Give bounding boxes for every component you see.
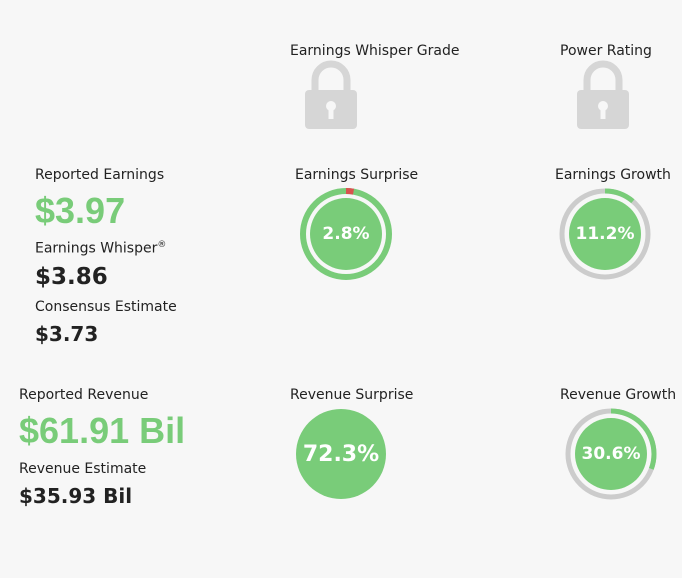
registered-mark: ® bbox=[157, 240, 167, 250]
revenue-growth-label: Revenue Growth bbox=[560, 387, 677, 403]
lock-icon bbox=[577, 60, 629, 129]
revenue-surprise-gauge: 72.3% bbox=[296, 409, 386, 499]
revenue-estimate-value: $35.93 Bil bbox=[19, 484, 133, 508]
earnings-whisper-value: $3.86 bbox=[35, 264, 108, 290]
earnings-surprise-gauge: 2.8% bbox=[299, 187, 393, 281]
reported-earnings-label: Reported Earnings bbox=[35, 167, 165, 183]
earnings-surprise-marker bbox=[300, 188, 392, 280]
power-rating-label: Power Rating bbox=[560, 43, 652, 59]
reported-earnings-value: $3.97 bbox=[35, 190, 126, 231]
consensus-estimate-label: Consensus Estimate bbox=[35, 299, 177, 315]
revenue-estimate-label: Revenue Estimate bbox=[19, 461, 147, 477]
earnings-growth-value: 11.2% bbox=[575, 224, 635, 244]
revenue-growth-fill bbox=[575, 418, 647, 490]
reported-revenue-label: Reported Revenue bbox=[19, 387, 149, 403]
revenue-growth-gauge: 30.6% bbox=[564, 407, 658, 501]
earnings-growth-gauge: 11.2% bbox=[558, 187, 652, 281]
consensus-estimate-value: $3.73 bbox=[35, 322, 99, 346]
earnings-whisper-grade-label: Earnings Whisper Grade bbox=[290, 43, 460, 59]
earnings-growth-fill bbox=[569, 198, 641, 270]
earnings-growth-label: Earnings Growth bbox=[555, 167, 671, 183]
earnings-growth-arc bbox=[559, 188, 651, 280]
revenue-surprise-value: 72.3% bbox=[302, 441, 380, 467]
revenue-surprise-label: Revenue Surprise bbox=[290, 387, 414, 403]
earnings-whisper-label: Earnings Whisper® bbox=[35, 240, 167, 257]
lock-icon bbox=[305, 60, 357, 129]
earnings-surprise-label: Earnings Surprise bbox=[295, 167, 419, 183]
reported-revenue-value: $61.91 Bil bbox=[19, 410, 186, 451]
revenue-growth-arc bbox=[565, 408, 657, 500]
earnings-surprise-fill bbox=[310, 198, 382, 270]
earnings-surprise-value: 2.8% bbox=[322, 224, 370, 244]
revenue-surprise-fill bbox=[296, 409, 386, 499]
revenue-growth-value: 30.6% bbox=[581, 444, 641, 464]
